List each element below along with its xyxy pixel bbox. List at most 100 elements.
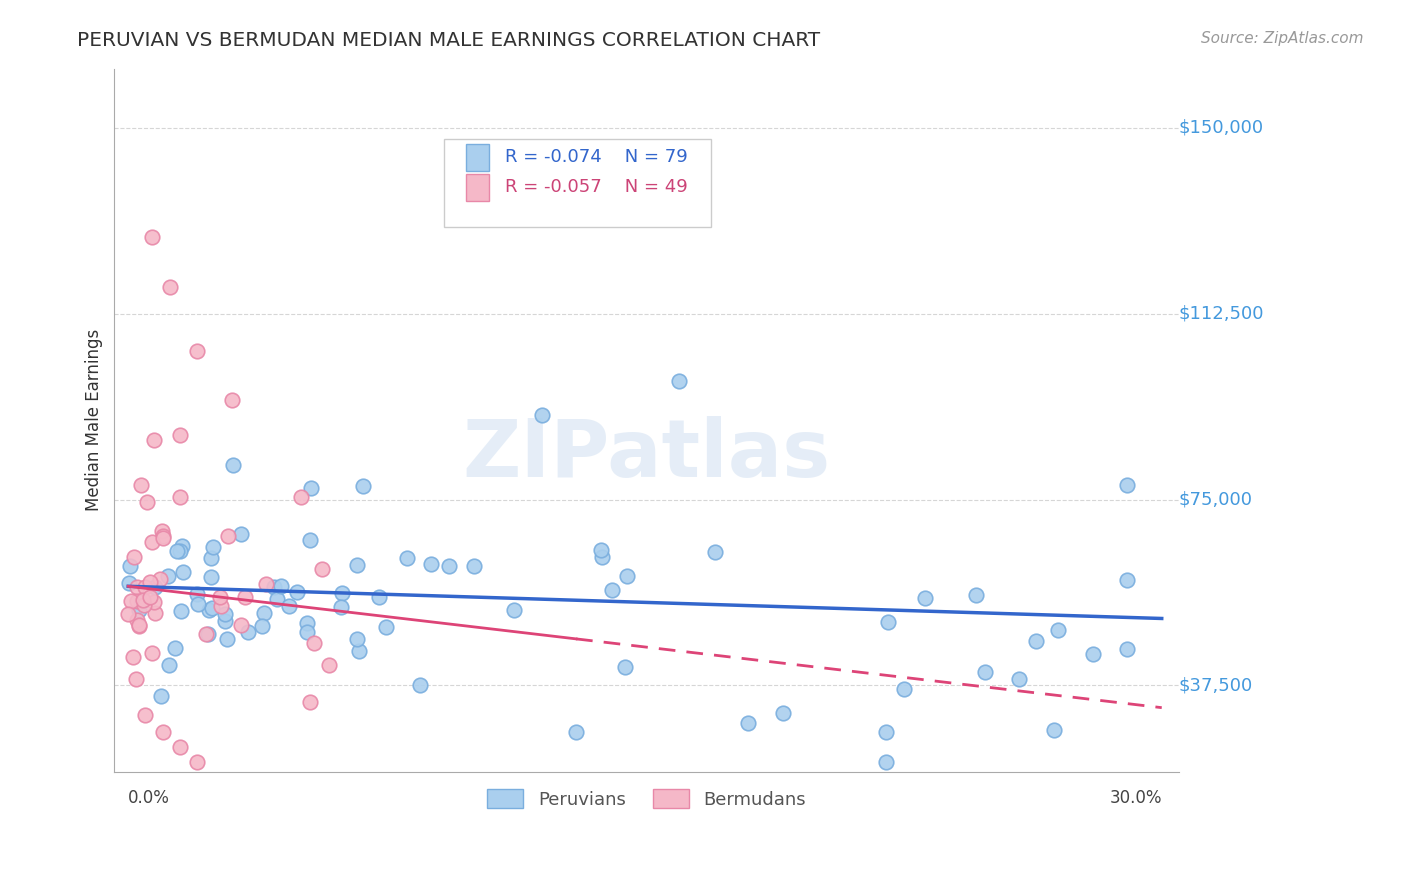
Point [352,479,374,493]
FancyBboxPatch shape [465,174,489,201]
Text: Source: ZipAtlas.com: Source: ZipAtlas.com [1201,31,1364,46]
Point [893,681,915,696]
Point [1047,623,1070,637]
Point [127,594,149,608]
Point [221,393,243,408]
Point [197,626,219,640]
Point [117,607,139,621]
Y-axis label: Median Male Earnings: Median Male Earnings [86,329,103,511]
Point [128,603,150,617]
Point [152,529,174,543]
Point [214,614,236,628]
Point [737,715,759,730]
Point [973,665,995,680]
Point [914,591,936,605]
Point [186,343,208,358]
Point [297,615,319,630]
Text: 30.0%: 30.0% [1109,789,1161,807]
Point [186,587,208,601]
Point [152,531,174,545]
Point [124,550,146,565]
Point [395,551,418,566]
Point [139,590,162,604]
Point [419,558,441,572]
Point [214,607,236,622]
Point [202,775,225,789]
Point [169,740,191,755]
Point [298,533,321,548]
Point [277,599,299,613]
Point [149,572,172,586]
Point [159,279,181,293]
Point [297,625,319,640]
Point [142,434,165,448]
Point [614,659,637,673]
Point [143,607,166,621]
Point [530,409,553,423]
Point [266,592,288,607]
Point [253,606,276,620]
Point [169,428,191,442]
Point [152,524,174,539]
Point [437,558,460,573]
Point [231,618,253,632]
Point [128,618,150,632]
Point [589,542,612,557]
Point [118,575,141,590]
Text: $37,500: $37,500 [1180,676,1253,694]
Point [157,658,180,673]
FancyBboxPatch shape [444,139,710,227]
Point [135,495,157,509]
Point [876,615,898,629]
Point [250,618,273,632]
Point [170,539,193,553]
Point [409,678,432,692]
Point [200,570,222,584]
Point [209,590,232,604]
Point [1008,672,1031,686]
Point [129,595,152,609]
Point [194,626,217,640]
Point [125,613,148,627]
Point [263,580,285,594]
Point [704,545,727,559]
Point [1042,723,1064,738]
Point [1116,477,1139,491]
Point [302,636,325,650]
Point [134,707,156,722]
Point [169,490,191,504]
Point [231,527,253,541]
Point [503,602,526,616]
Point [198,603,221,617]
Point [346,632,368,646]
Point [346,558,368,572]
Point [166,544,188,558]
Point [463,559,485,574]
Point [318,658,340,673]
Point [141,646,163,660]
Point [565,725,588,739]
Point [170,604,193,618]
Point [222,458,245,472]
Text: R = -0.074    N = 79: R = -0.074 N = 79 [505,148,688,166]
Point [299,481,322,495]
Point [616,569,638,583]
Point [217,632,239,646]
Point [965,588,987,602]
Point [375,620,398,634]
Point [1116,642,1139,657]
Point [600,582,623,597]
Point [200,551,222,566]
Point [298,695,321,709]
Point [127,580,149,594]
Point [875,755,897,769]
Point [186,755,208,769]
Point [141,230,163,244]
Point [138,574,160,589]
Text: ZIPatlas: ZIPatlas [463,417,831,494]
Point [270,579,292,593]
Point [330,586,353,600]
Point [132,592,155,607]
Point [591,550,613,565]
Point [290,490,312,504]
